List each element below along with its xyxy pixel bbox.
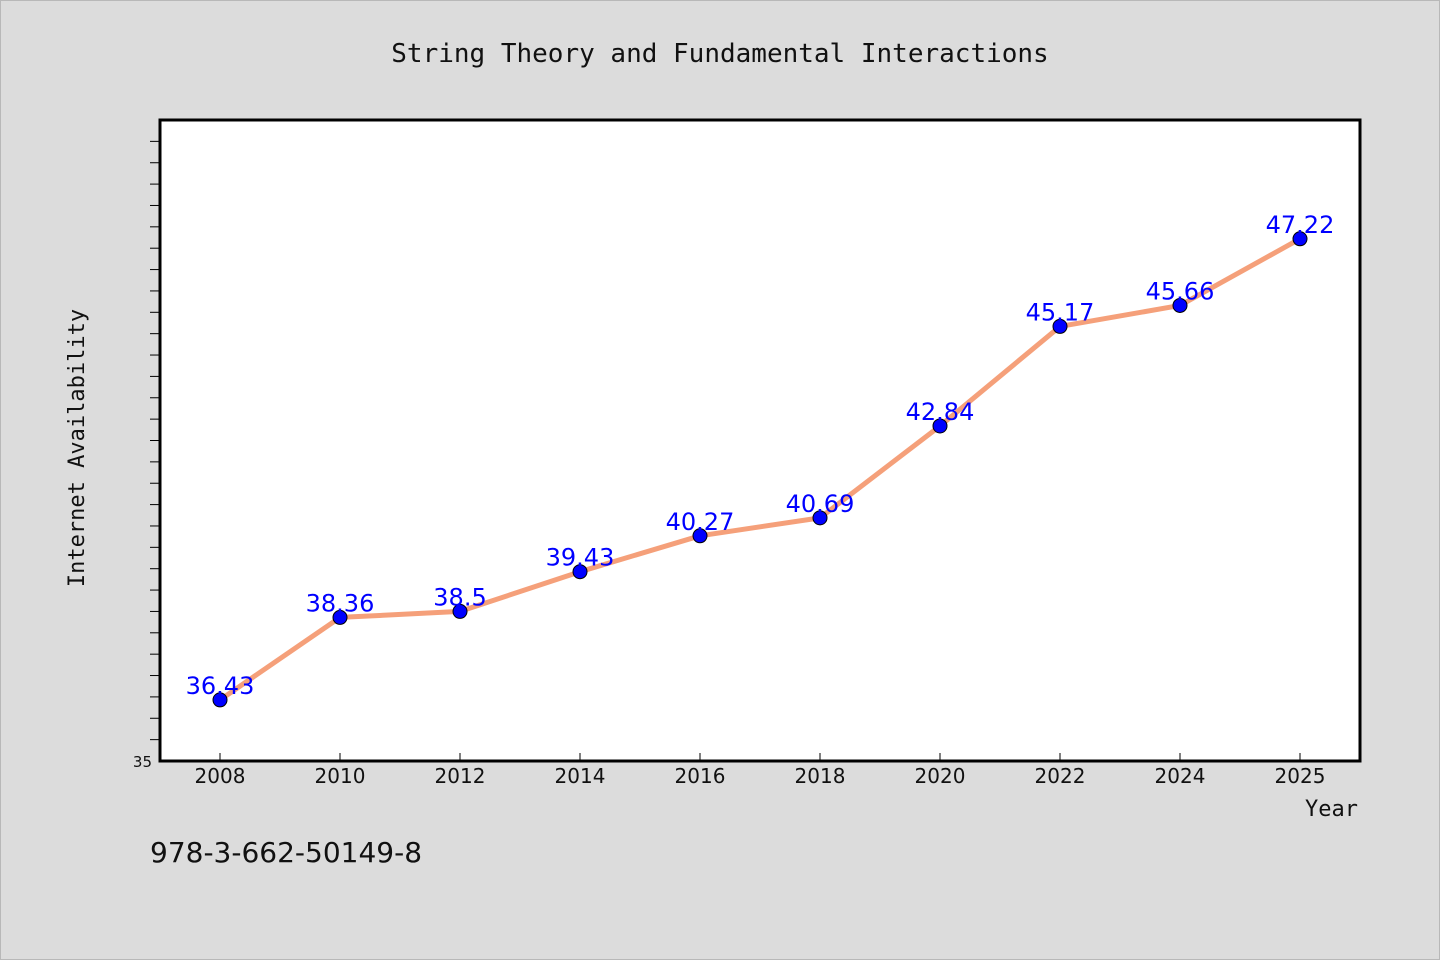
data-markers [212, 231, 1308, 708]
chart-title: String Theory and Fundamental Interactio… [391, 39, 1048, 69]
x-axis-ticks: 2008 2010 2012 2014 2016 2018 2020 2022 2024 2025 [195, 753, 1326, 788]
data-labels: 36.43 38.36 38.5 39.43 40.27 40.69 42.84 45.17 4… [186, 211, 1335, 700]
x-tick-label: 2012 [435, 764, 486, 788]
x-tick-label: 2022 [1035, 764, 1086, 788]
data-label: 40.27 [666, 508, 735, 536]
x-tick-label: 2025 [1275, 764, 1326, 788]
data-point [812, 510, 828, 526]
y-axis-ticks: 35 [133, 140, 160, 771]
data-label: 40.69 [786, 490, 855, 518]
data-point [332, 609, 348, 625]
data-point [572, 564, 588, 580]
isbn-text: 978-3-662-50149-8 [150, 836, 422, 869]
data-label: 45.17 [1026, 298, 1095, 326]
x-axis-label: Year [1305, 797, 1358, 822]
data-point [1172, 297, 1188, 313]
x-tick-label: 2008 [195, 764, 246, 788]
data-point [932, 418, 948, 434]
x-tick-label: 2010 [315, 764, 366, 788]
data-label: 38.36 [306, 589, 375, 617]
data-point [212, 692, 228, 708]
data-label: 42.84 [906, 398, 975, 426]
x-tick-label: 2018 [795, 764, 846, 788]
series-line [217, 236, 1303, 703]
x-tick-label: 2020 [915, 764, 966, 788]
data-point [692, 528, 708, 544]
x-tick-label: 2024 [1155, 764, 1206, 788]
y-axis-label: Internet Availability [65, 309, 90, 587]
data-label: 38.5 [433, 583, 486, 611]
x-tick-label: 2014 [555, 764, 606, 788]
data-point [452, 603, 468, 619]
data-label: 47.22 [1266, 211, 1335, 239]
x-tick-label: 2016 [675, 764, 726, 788]
data-label: 36.43 [186, 672, 255, 700]
data-point [1292, 231, 1308, 247]
data-point [1052, 318, 1068, 334]
data-label: 39.43 [546, 544, 615, 572]
y-tick-label: 35 [133, 753, 152, 771]
plot-area [158, 118, 1362, 763]
data-label: 45.66 [1146, 277, 1215, 305]
